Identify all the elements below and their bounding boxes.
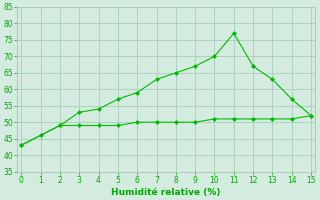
X-axis label: Humidité relative (%): Humidité relative (%) bbox=[111, 188, 221, 197]
